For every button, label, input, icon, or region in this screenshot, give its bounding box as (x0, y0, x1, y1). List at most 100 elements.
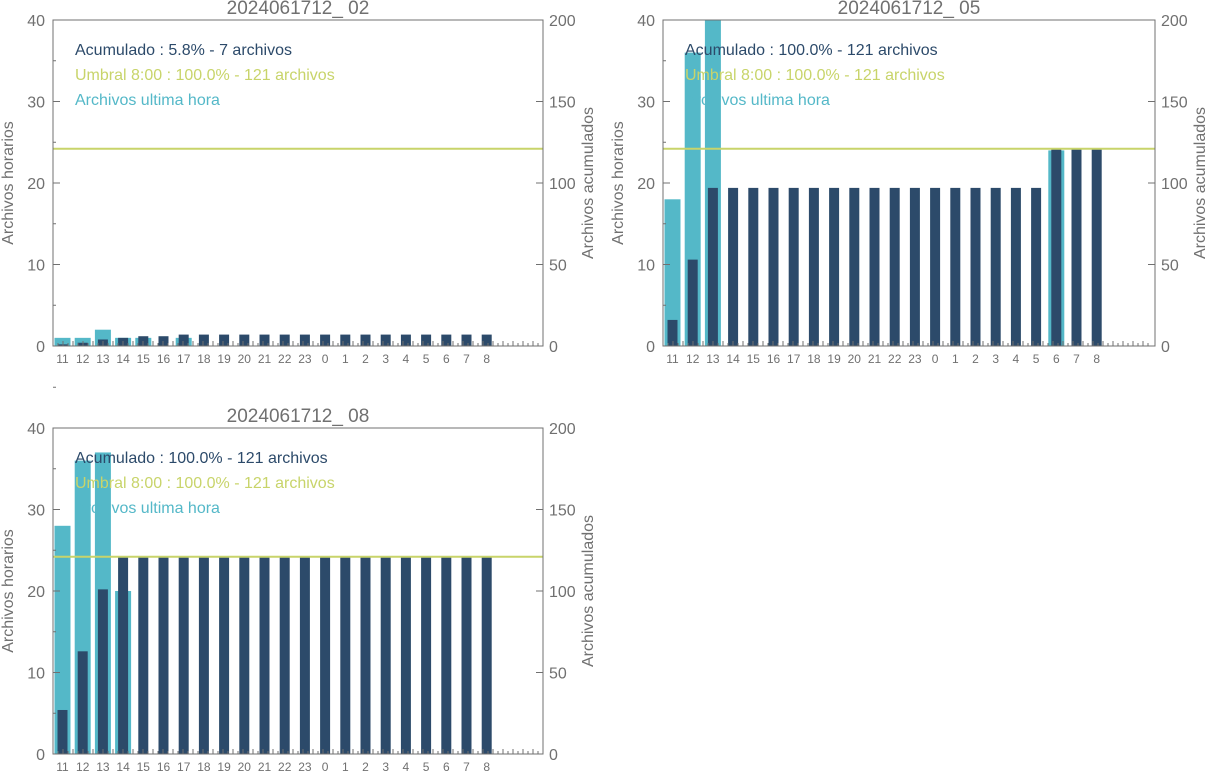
x-tick-label: 7 (463, 352, 470, 366)
x-tick-label: 8 (483, 760, 490, 771)
y-tick-label: 0 (36, 747, 45, 764)
x-tick-label: 2 (362, 352, 369, 366)
accumulated-bar (299, 334, 310, 346)
y2-tick-label: 100 (1161, 176, 1188, 193)
y-tick-label: 10 (27, 258, 45, 275)
y-axis-label: Archivos horarios (610, 121, 627, 245)
x-tick-label: 3 (382, 352, 389, 366)
x-tick-label: 7 (1073, 352, 1080, 366)
accumulated-bar (1010, 187, 1021, 346)
accumulated-bar (421, 556, 432, 754)
x-tick-label: 4 (403, 760, 410, 771)
x-tick-label: 23 (298, 760, 312, 771)
accumulated-bar (441, 334, 452, 346)
x-tick-label: 22 (278, 352, 292, 366)
accumulated-bar (320, 334, 331, 346)
x-tick-label: 4 (1013, 352, 1020, 366)
x-tick-label: 12 (686, 352, 700, 366)
accumulated-bar (849, 187, 860, 346)
x-tick-label: 15 (747, 352, 761, 366)
y-tick-label: 40 (27, 13, 45, 30)
x-tick-label: 0 (322, 760, 329, 771)
x-tick-label: 3 (992, 352, 999, 366)
x-tick-label: 19 (827, 352, 841, 366)
y2-tick-label: 100 (549, 176, 576, 193)
x-tick-label: 22 (278, 760, 292, 771)
legend-entry: Archivos ultima hora (685, 92, 830, 109)
y-axis-label: Archivos horarios (0, 121, 17, 245)
y-tick-label: 0 (36, 339, 45, 356)
y2-tick-label: 200 (549, 421, 576, 438)
x-tick-label: 11 (56, 760, 69, 771)
x-tick-label: 23 (908, 352, 922, 366)
y-tick-label: 40 (27, 421, 45, 438)
x-tick-label: 18 (807, 352, 821, 366)
x-tick-label: 6 (443, 352, 450, 366)
x-tick-label: 14 (116, 352, 130, 366)
x-tick-label: 21 (258, 352, 272, 366)
x-tick-label: 20 (238, 352, 252, 366)
y2-axis-label: Archivos acumulados (580, 515, 597, 667)
accumulated-bar (667, 319, 678, 346)
chart-title: 2024061712_ 02 (227, 0, 370, 19)
x-tick-label: 13 (706, 352, 720, 366)
x-tick-label: 5 (1033, 352, 1040, 366)
x-tick-label: 0 (322, 352, 329, 366)
x-tick-label: 19 (217, 352, 231, 366)
y-tick-label: 20 (27, 584, 45, 601)
x-tick-label: 18 (197, 352, 211, 366)
accumulated-bar (360, 334, 371, 346)
x-tick-label: 23 (298, 352, 312, 366)
accumulated-bar (768, 187, 779, 346)
accumulated-bar (990, 187, 1001, 346)
legend-entry: Umbral 8:00 : 100.0% - 121 archivos (75, 475, 335, 492)
y2-tick-label: 50 (1161, 258, 1179, 275)
accumulated-bar (1051, 148, 1062, 346)
x-tick-label: 6 (1053, 352, 1060, 366)
x-tick-label: 5 (423, 760, 430, 771)
accumulated-bar (400, 556, 411, 754)
accumulated-bar (748, 187, 759, 346)
accumulated-bar (441, 556, 452, 754)
y2-tick-label: 150 (1161, 95, 1188, 112)
plot-area (663, 20, 1155, 346)
y2-tick-label: 150 (549, 503, 576, 520)
accumulated-bar (279, 334, 290, 346)
x-tick-label: 6 (443, 760, 450, 771)
accumulated-bar (178, 334, 189, 346)
accumulated-bar (279, 556, 290, 754)
legend-entry: Umbral 8:00 : 100.0% - 121 archivos (75, 67, 335, 84)
plot-area (53, 452, 543, 754)
x-tick-label: 20 (848, 352, 862, 366)
chart-title: 2024061712_ 05 (838, 0, 981, 19)
x-tick-label: 13 (96, 760, 110, 771)
x-tick-label: 16 (767, 352, 781, 366)
accumulated-bar (239, 556, 250, 754)
accumulated-bar (138, 556, 149, 754)
accumulated-bar (930, 187, 941, 346)
y2-tick-label: 200 (549, 13, 576, 30)
x-tick-label: 14 (116, 760, 130, 771)
y2-axis-label: Archivos acumulados (1192, 107, 1206, 259)
accumulated-bar (57, 709, 68, 754)
y-tick-label: 30 (27, 503, 45, 520)
accumulated-bar (461, 556, 472, 754)
y-tick-label: 30 (637, 95, 655, 112)
x-tick-label: 19 (217, 760, 231, 771)
accumulated-bar (461, 334, 472, 346)
accumulated-bar (299, 556, 310, 754)
x-tick-label: 15 (137, 760, 151, 771)
y2-tick-label: 100 (549, 584, 576, 601)
x-tick-label: 17 (177, 352, 191, 366)
x-tick-label: 12 (76, 760, 90, 771)
legend-entry: Acumulado : 5.8% - 7 archivos (75, 42, 292, 59)
x-tick-label: 15 (137, 352, 151, 366)
accumulated-bar (239, 334, 250, 346)
x-tick-label: 1 (342, 760, 349, 771)
accumulated-bar (707, 187, 718, 346)
